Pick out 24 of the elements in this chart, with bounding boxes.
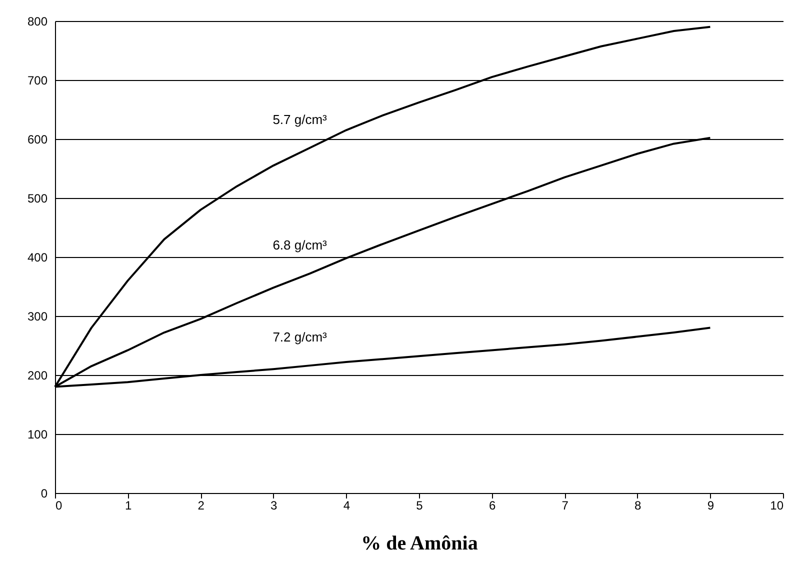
x-tick-label: 6: [488, 498, 496, 512]
x-tick-label: 7: [562, 498, 569, 512]
series-label: 7.2 g/cm³: [272, 330, 328, 345]
x-axis-title: % de Amônia: [361, 532, 478, 554]
y-tick-label: 600: [27, 132, 48, 146]
y-tick-label: 500: [27, 192, 48, 206]
x-tick-label: 4: [343, 498, 350, 512]
y-tick-label: 200: [27, 368, 48, 382]
x-tick-label: 2: [198, 498, 205, 512]
x-tick-label: 0: [56, 498, 62, 512]
y-tick-label: 800: [27, 14, 48, 28]
series-label: 6.8 g/cm³: [272, 238, 328, 253]
y-tick-label: 0: [40, 486, 48, 500]
y-tick-label: 400: [27, 250, 48, 264]
y-tick-label: 100: [27, 428, 48, 442]
x-tick-label: 10: [770, 498, 784, 512]
y-tick-label: 700: [27, 74, 48, 88]
y-tick-label: 300: [27, 310, 48, 324]
x-tick-label: 8: [634, 498, 642, 512]
x-tick-label: 3: [270, 498, 278, 512]
series-label: 5.7 g/cm³: [272, 112, 328, 127]
x-tick-label: 1: [124, 498, 132, 512]
x-tick-label: 9: [707, 498, 714, 512]
x-tick-label: 5: [416, 498, 424, 512]
